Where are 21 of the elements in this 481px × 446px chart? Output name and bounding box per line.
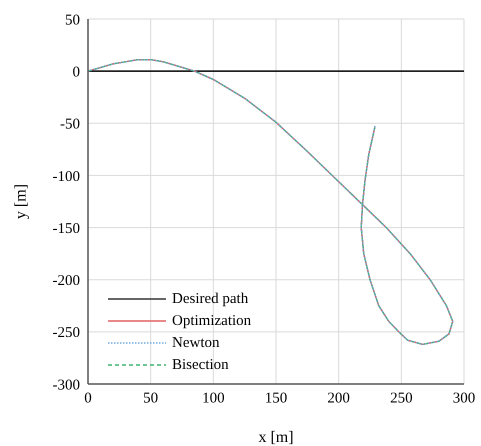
x-tick-label: 150 <box>264 390 288 407</box>
legend-label: Bisection <box>172 356 229 375</box>
y-tick-label: 0 <box>72 64 80 80</box>
y-axis-title: y [m] <box>12 184 30 220</box>
y-tick-label: 50 <box>65 12 80 28</box>
x-tick-label: 0 <box>84 390 92 407</box>
legend-label: Desired path <box>172 290 248 309</box>
x-axis-title: x [m] <box>258 429 294 446</box>
y-tick-label: -50 <box>60 116 80 133</box>
legend-label: Optimization <box>172 312 252 331</box>
x-tick-label: 300 <box>452 390 476 407</box>
x-tick-label: 50 <box>143 390 158 407</box>
x-tick-label: 250 <box>390 390 413 407</box>
x-tick-label: 200 <box>327 390 350 407</box>
legend-label: Newton <box>172 334 220 353</box>
y-tick-label: -250 <box>52 325 80 342</box>
x-tick-label: 100 <box>202 390 225 407</box>
y-tick-label: -150 <box>52 220 80 237</box>
y-tick-label: -200 <box>52 273 80 290</box>
y-tick-label: -300 <box>52 377 80 394</box>
y-tick-label: -100 <box>52 168 80 185</box>
